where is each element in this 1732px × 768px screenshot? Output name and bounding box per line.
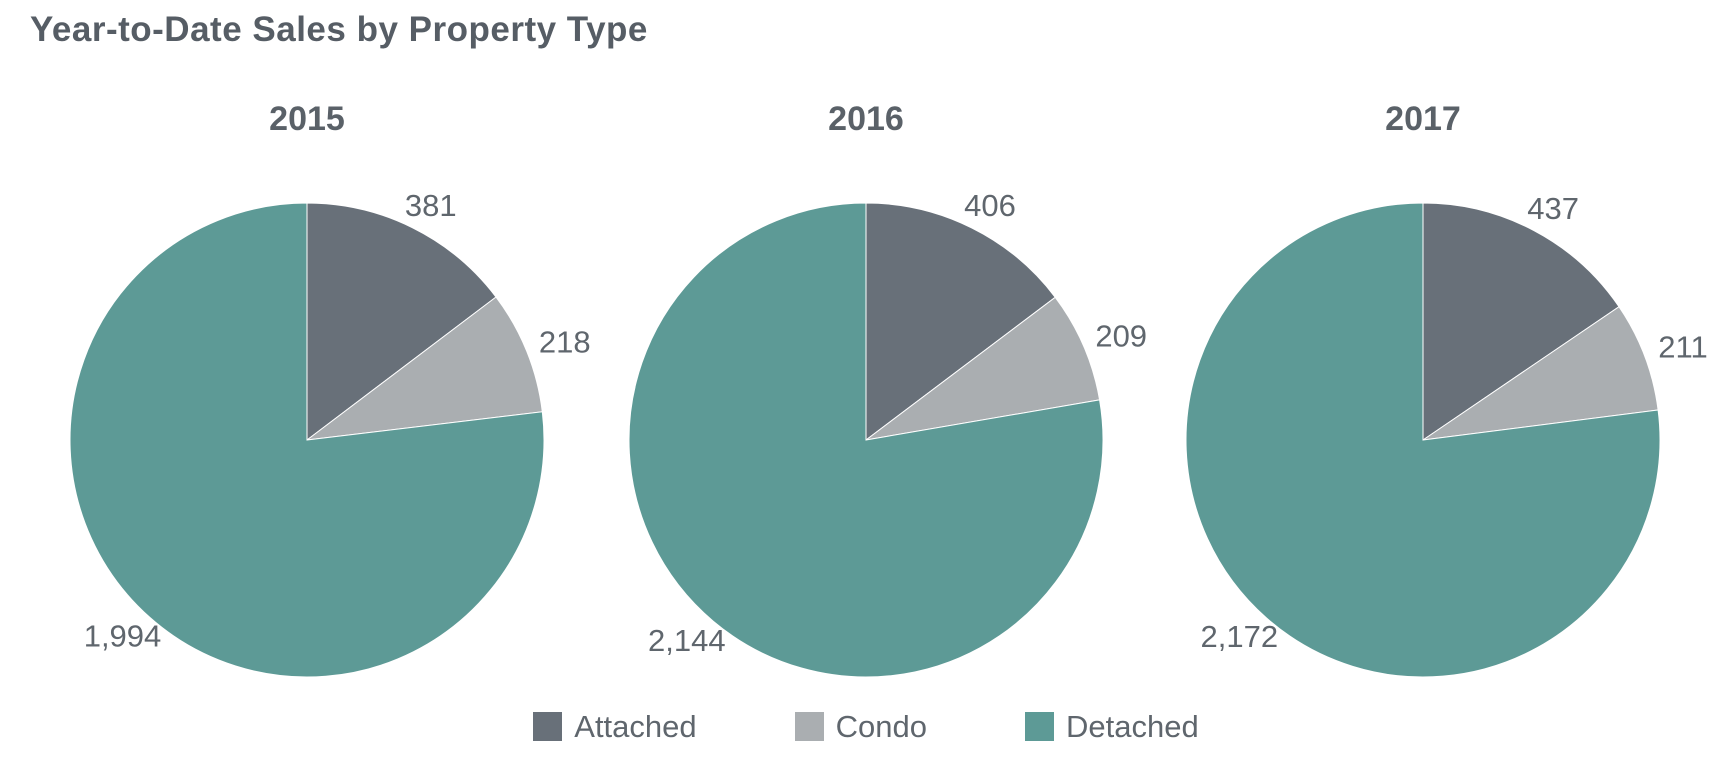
pie-slice-2015-detached[interactable] [69,202,545,678]
legend-item-condo[interactable]: Condo [794,709,927,744]
data-label: 406 [964,188,1016,223]
data-label: 437 [1527,191,1579,226]
pie-slice-2015-condo[interactable] [305,296,543,441]
pie-slice-2017-condo[interactable] [1422,306,1659,441]
legend-item-attached[interactable]: Attached [533,709,697,744]
data-label: 209 [1095,319,1147,354]
pie-title-2017: 2017 [1385,100,1461,138]
pie-slice-2016-condo[interactable] [865,296,1101,441]
attached-swatch-icon [533,712,563,741]
detached-swatch-icon [1025,712,1054,741]
pie-title-2016: 2016 [828,100,904,138]
pie-slice-2015-attached[interactable] [306,202,497,442]
pie-slice-2017-attached[interactable] [1422,202,1620,441]
legend-label: Detached [1066,709,1199,744]
pie-slice-2017-detached[interactable] [1185,202,1661,678]
data-label: 218 [539,325,591,360]
legend: Attached Condo Detached [0,711,1732,742]
legend-item-detached[interactable]: Detached [1025,711,1199,742]
condo-swatch-icon [794,712,824,741]
data-label: 381 [405,188,457,223]
data-label: 1,994 [84,619,162,654]
pie-slice-2016-detached[interactable] [628,202,1104,678]
pie-title-2015: 2015 [269,100,345,138]
legend-label: Attached [574,709,697,744]
pie-slice-2016-attached[interactable] [865,202,1056,442]
legend-label: Condo [835,709,927,744]
data-label: 2,144 [648,623,726,658]
data-label: 2,172 [1201,619,1279,654]
data-label: 211 [1658,330,1707,365]
chart-title: Year-to-Date Sales by Property Type [30,10,648,49]
